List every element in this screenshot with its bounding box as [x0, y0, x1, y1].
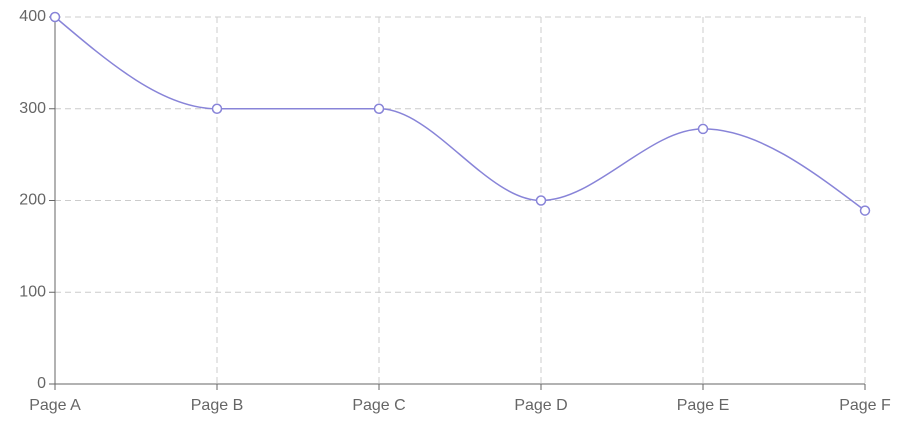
point [535, 195, 547, 206]
point [697, 123, 709, 135]
y-tick-label: 300 [19, 100, 46, 117]
point [49, 11, 61, 23]
x-tick-label: Page F [839, 397, 891, 414]
point [859, 205, 871, 216]
y-tick-label: 0 [37, 375, 46, 392]
point [373, 103, 385, 114]
x-tick-label: Page E [677, 397, 729, 414]
point [211, 103, 223, 114]
line [54, 16, 866, 212]
x-tick-label: Page D [514, 397, 567, 414]
y-tick-label: 100 [19, 283, 46, 300]
x-tick-label: Page A [29, 397, 81, 414]
y-tick-label: 200 [19, 192, 46, 209]
x-tick-label: Page C [352, 397, 405, 414]
x-tick-label: Page B [191, 397, 243, 414]
y-tick-label: 400 [19, 8, 46, 25]
